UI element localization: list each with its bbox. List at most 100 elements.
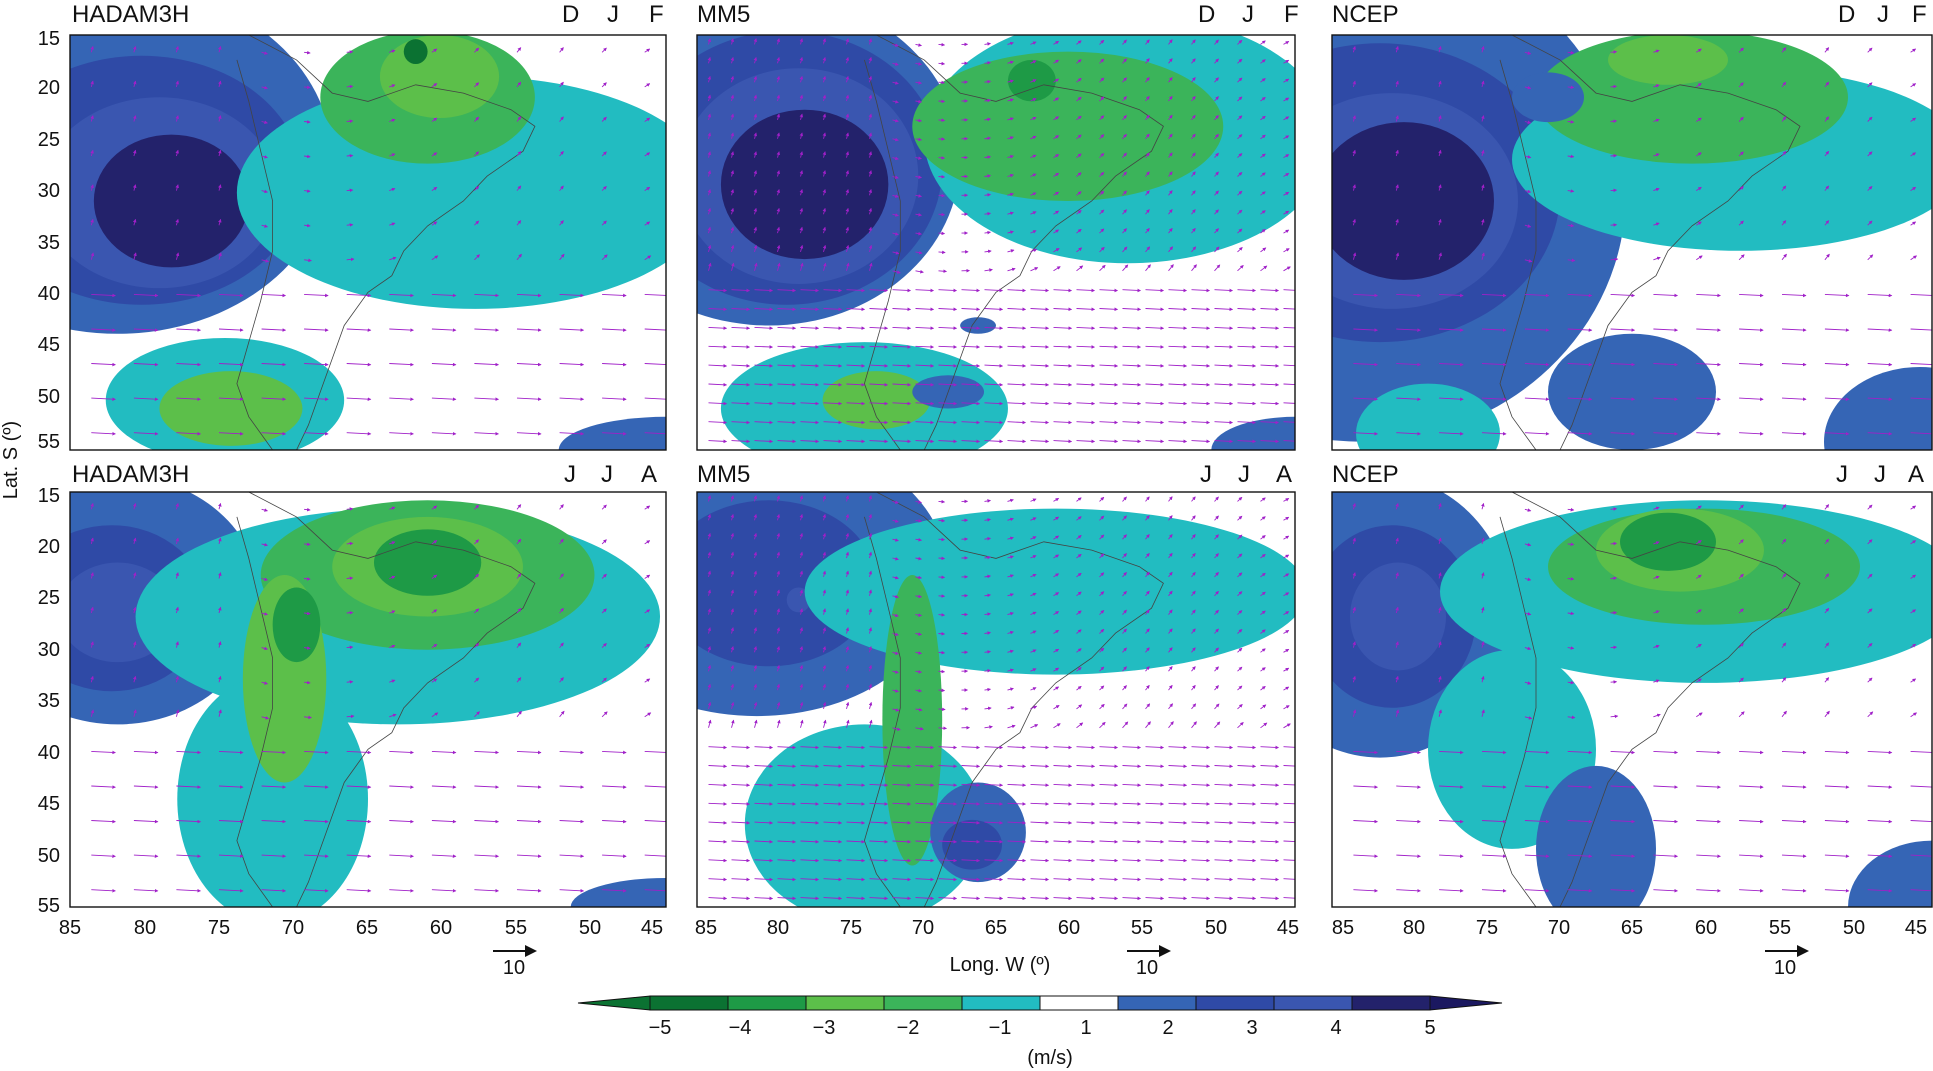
- wind-vector: [175, 80, 179, 88]
- wind-vector: [984, 230, 991, 235]
- wind-vector: [644, 255, 652, 261]
- wind-vector: [516, 47, 522, 53]
- wind-vector: [707, 189, 712, 196]
- colorbar-label: −5: [649, 1017, 672, 1039]
- wind-vector: [938, 269, 947, 274]
- wind-vector: [1122, 439, 1142, 444]
- lon-tick-label: 85: [1332, 917, 1354, 939]
- wind-vector: [799, 207, 804, 215]
- wind-vector: [915, 401, 935, 406]
- wind-vector: [1053, 116, 1060, 121]
- wind-vector: [915, 364, 935, 368]
- wind-vector: [132, 115, 137, 122]
- wind-vector: [474, 431, 499, 436]
- wind-vector: [176, 293, 201, 298]
- season-letter: D: [1198, 1, 1215, 28]
- wind-vector: [90, 45, 94, 53]
- wind-vector: [1099, 115, 1105, 121]
- wind-vector: [777, 401, 797, 406]
- wind-vector: [822, 244, 827, 253]
- wind-vector: [389, 118, 396, 123]
- wind-vector: [823, 307, 843, 312]
- wind-vector: [1191, 58, 1196, 64]
- wind-vector: [892, 288, 912, 293]
- wind-vector: [1030, 288, 1050, 293]
- wind-vector: [1076, 364, 1096, 368]
- wind-vector: [644, 221, 651, 226]
- wind-vector: [261, 362, 287, 367]
- wind-vector: [175, 184, 179, 191]
- x-axis-label: Long. W (º): [950, 954, 1051, 976]
- lon-ticks-middle: 85 80 75 70 65 60 55 50 45: [695, 917, 1299, 939]
- wind-vector: [1168, 326, 1188, 330]
- wind-vector: [754, 439, 774, 444]
- wind-vector: [1610, 610, 1618, 615]
- wind-vector: [1214, 439, 1234, 444]
- wind-vector: [1237, 171, 1243, 177]
- wind-vector: [90, 115, 94, 122]
- lon-tick-label: 80: [1403, 917, 1425, 939]
- lat-tick-label: 55: [38, 895, 60, 917]
- wind-vector: [601, 185, 607, 191]
- wind-vector: [602, 431, 627, 436]
- wind-vector: [753, 151, 758, 158]
- wind-vector: [1122, 209, 1127, 215]
- wind-vector: [1283, 440, 1295, 442]
- wind-vector: [892, 251, 900, 255]
- wind-vector: [1007, 79, 1014, 84]
- wind-vector: [644, 397, 666, 401]
- wind-vector: [516, 220, 522, 226]
- wind-vector: [1007, 288, 1027, 293]
- wind-vector: [559, 253, 565, 261]
- wind-vector: [822, 75, 827, 83]
- wind-vector: [431, 152, 438, 157]
- wind-vector: [132, 45, 137, 53]
- wind-vector: [822, 94, 827, 102]
- wind-vector: [1610, 153, 1618, 158]
- lat-tick-label: 40: [38, 283, 60, 305]
- wind-vector: [845, 244, 850, 253]
- wind-vector: [91, 328, 116, 332]
- wind-vector: [1053, 401, 1073, 406]
- wind-vector: [1076, 96, 1082, 102]
- lon-tick-label: 75: [840, 917, 862, 939]
- wind-vector: [846, 382, 866, 387]
- wind-vector: [707, 94, 712, 102]
- wind-vector: [753, 113, 758, 121]
- wind-vector: [1145, 345, 1165, 349]
- wind-vector: [1260, 153, 1266, 158]
- wind-vector: [799, 170, 804, 177]
- wind-vector: [707, 132, 712, 139]
- wind-vector: [938, 307, 958, 312]
- lon-tick-label: 60: [1058, 917, 1080, 939]
- wind-vector: [1145, 95, 1150, 102]
- wind-vector: [1214, 326, 1234, 330]
- wind-vector: [984, 98, 991, 103]
- wind-vector: [1007, 136, 1014, 140]
- wind-vector: [984, 61, 991, 65]
- wind-vector: [304, 120, 311, 124]
- wind-vector: [644, 152, 651, 157]
- wind-vector: [984, 174, 991, 178]
- wind-vector: [869, 326, 889, 330]
- wind-vector: [776, 75, 781, 83]
- wind-vector: [869, 439, 889, 444]
- wind-vector: [1260, 364, 1280, 368]
- wind-vector: [1030, 60, 1037, 64]
- wind-vector: [1007, 117, 1014, 121]
- wind-vector: [799, 56, 804, 64]
- colorbar-swatch: [883, 995, 963, 1011]
- wind-vector: [845, 113, 850, 121]
- wind-vector: [868, 38, 873, 45]
- wind-vector: [1260, 59, 1266, 64]
- wind-vector: [1007, 60, 1014, 65]
- colorbar-label: 3: [1246, 1017, 1257, 1039]
- wind-vector: [1145, 133, 1150, 140]
- wind-vector: [261, 431, 287, 436]
- wind-vector: [516, 293, 542, 298]
- wind-vector: [823, 439, 843, 444]
- anomaly-contour: [1007, 59, 1056, 102]
- panel-frame: [69, 34, 667, 451]
- wind-vector: [1053, 307, 1073, 312]
- wind-vector: [1076, 307, 1096, 312]
